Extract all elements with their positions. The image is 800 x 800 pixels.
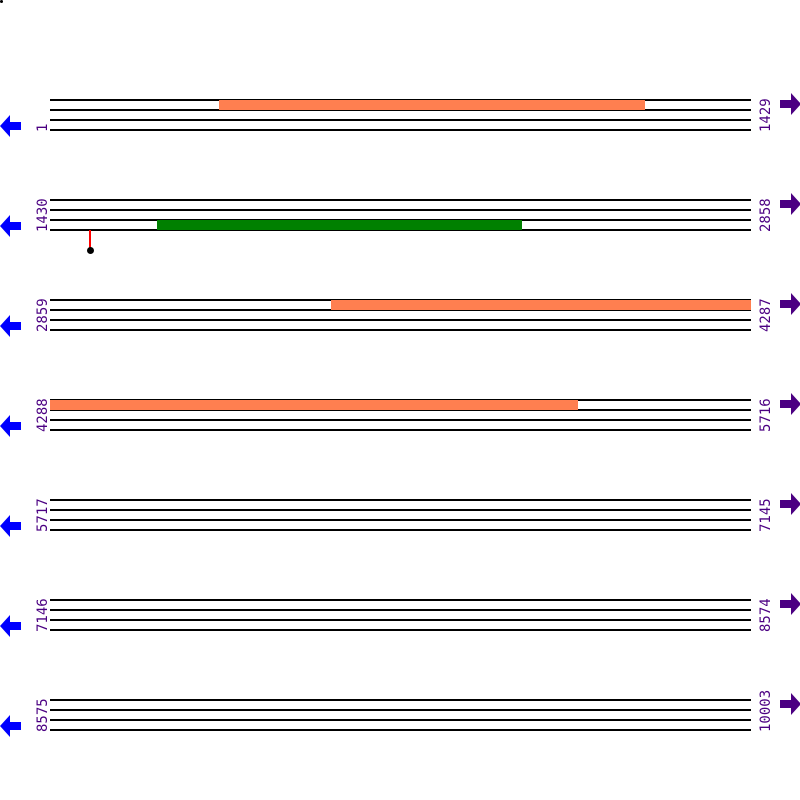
track-line	[50, 719, 751, 721]
track-line	[50, 509, 751, 511]
track-line	[50, 419, 751, 421]
row-start-label: 8575	[35, 698, 51, 732]
track-line	[50, 229, 751, 231]
track-line	[50, 129, 751, 131]
left-arrow-icon[interactable]	[0, 415, 22, 437]
row-start-label: 4288	[35, 398, 51, 432]
track-line	[50, 109, 751, 111]
track-line	[50, 309, 751, 311]
row-end-label: 5716	[758, 398, 774, 432]
track-line	[50, 119, 751, 121]
left-arrow-icon[interactable]	[0, 715, 22, 737]
track-line	[50, 429, 751, 431]
row-end-label: 7145	[758, 498, 774, 532]
marker-stem	[89, 230, 91, 250]
track-line	[50, 709, 751, 711]
row-end-label: 4287	[758, 298, 774, 332]
left-arrow-icon[interactable]	[0, 115, 22, 137]
left-arrow-icon[interactable]	[0, 315, 22, 337]
track-line	[50, 599, 751, 601]
right-arrow-icon[interactable]	[779, 193, 800, 215]
row-start-label: 1	[35, 123, 51, 132]
track-line	[50, 609, 751, 611]
sequence-feature[interactable]	[50, 400, 579, 410]
track-line	[50, 529, 751, 531]
sequence-feature[interactable]	[331, 300, 751, 310]
right-arrow-icon[interactable]	[779, 293, 800, 315]
right-arrow-icon[interactable]	[779, 593, 800, 615]
row-end-label: 8574	[758, 598, 774, 632]
row-end-label: 10003	[758, 689, 774, 732]
right-arrow-icon[interactable]	[779, 93, 800, 115]
row-end-label: 1429	[758, 98, 774, 132]
marker-dot[interactable]	[86, 246, 94, 254]
track-line	[50, 209, 751, 211]
track-line	[50, 409, 751, 411]
left-arrow-icon[interactable]	[0, 515, 22, 537]
sequence-row: 7146 8574	[0, 590, 800, 650]
sequence-row: 8575 10003	[0, 690, 800, 750]
sequence-feature[interactable]	[156, 220, 522, 230]
sequence-row: 2859 4287	[0, 290, 800, 350]
sequence-row: 5717 7145	[0, 490, 800, 550]
track-line	[50, 499, 751, 501]
row-start-label: 1430	[35, 198, 51, 232]
track-line	[50, 319, 751, 321]
track-line	[50, 699, 751, 701]
track-line	[50, 519, 751, 521]
left-arrow-icon[interactable]	[0, 215, 22, 237]
sequence-feature[interactable]	[218, 100, 645, 110]
row-start-label: 7146	[35, 598, 51, 632]
right-arrow-icon[interactable]	[779, 693, 800, 715]
sequence-row: 4288 5716	[0, 390, 800, 450]
row-end-label: 2858	[758, 198, 774, 232]
right-arrow-icon[interactable]	[779, 393, 800, 415]
left-arrow-icon[interactable]	[0, 615, 22, 637]
corner-dot	[0, 0, 3, 3]
track-line	[50, 329, 751, 331]
right-arrow-icon[interactable]	[779, 493, 800, 515]
row-start-label: 5717	[35, 498, 51, 532]
track-line	[50, 619, 751, 621]
track-line	[50, 199, 751, 201]
track-line	[50, 629, 751, 631]
track-line	[50, 729, 751, 731]
sequence-row: 1 1429	[0, 90, 800, 150]
row-start-label: 2859	[35, 298, 51, 332]
